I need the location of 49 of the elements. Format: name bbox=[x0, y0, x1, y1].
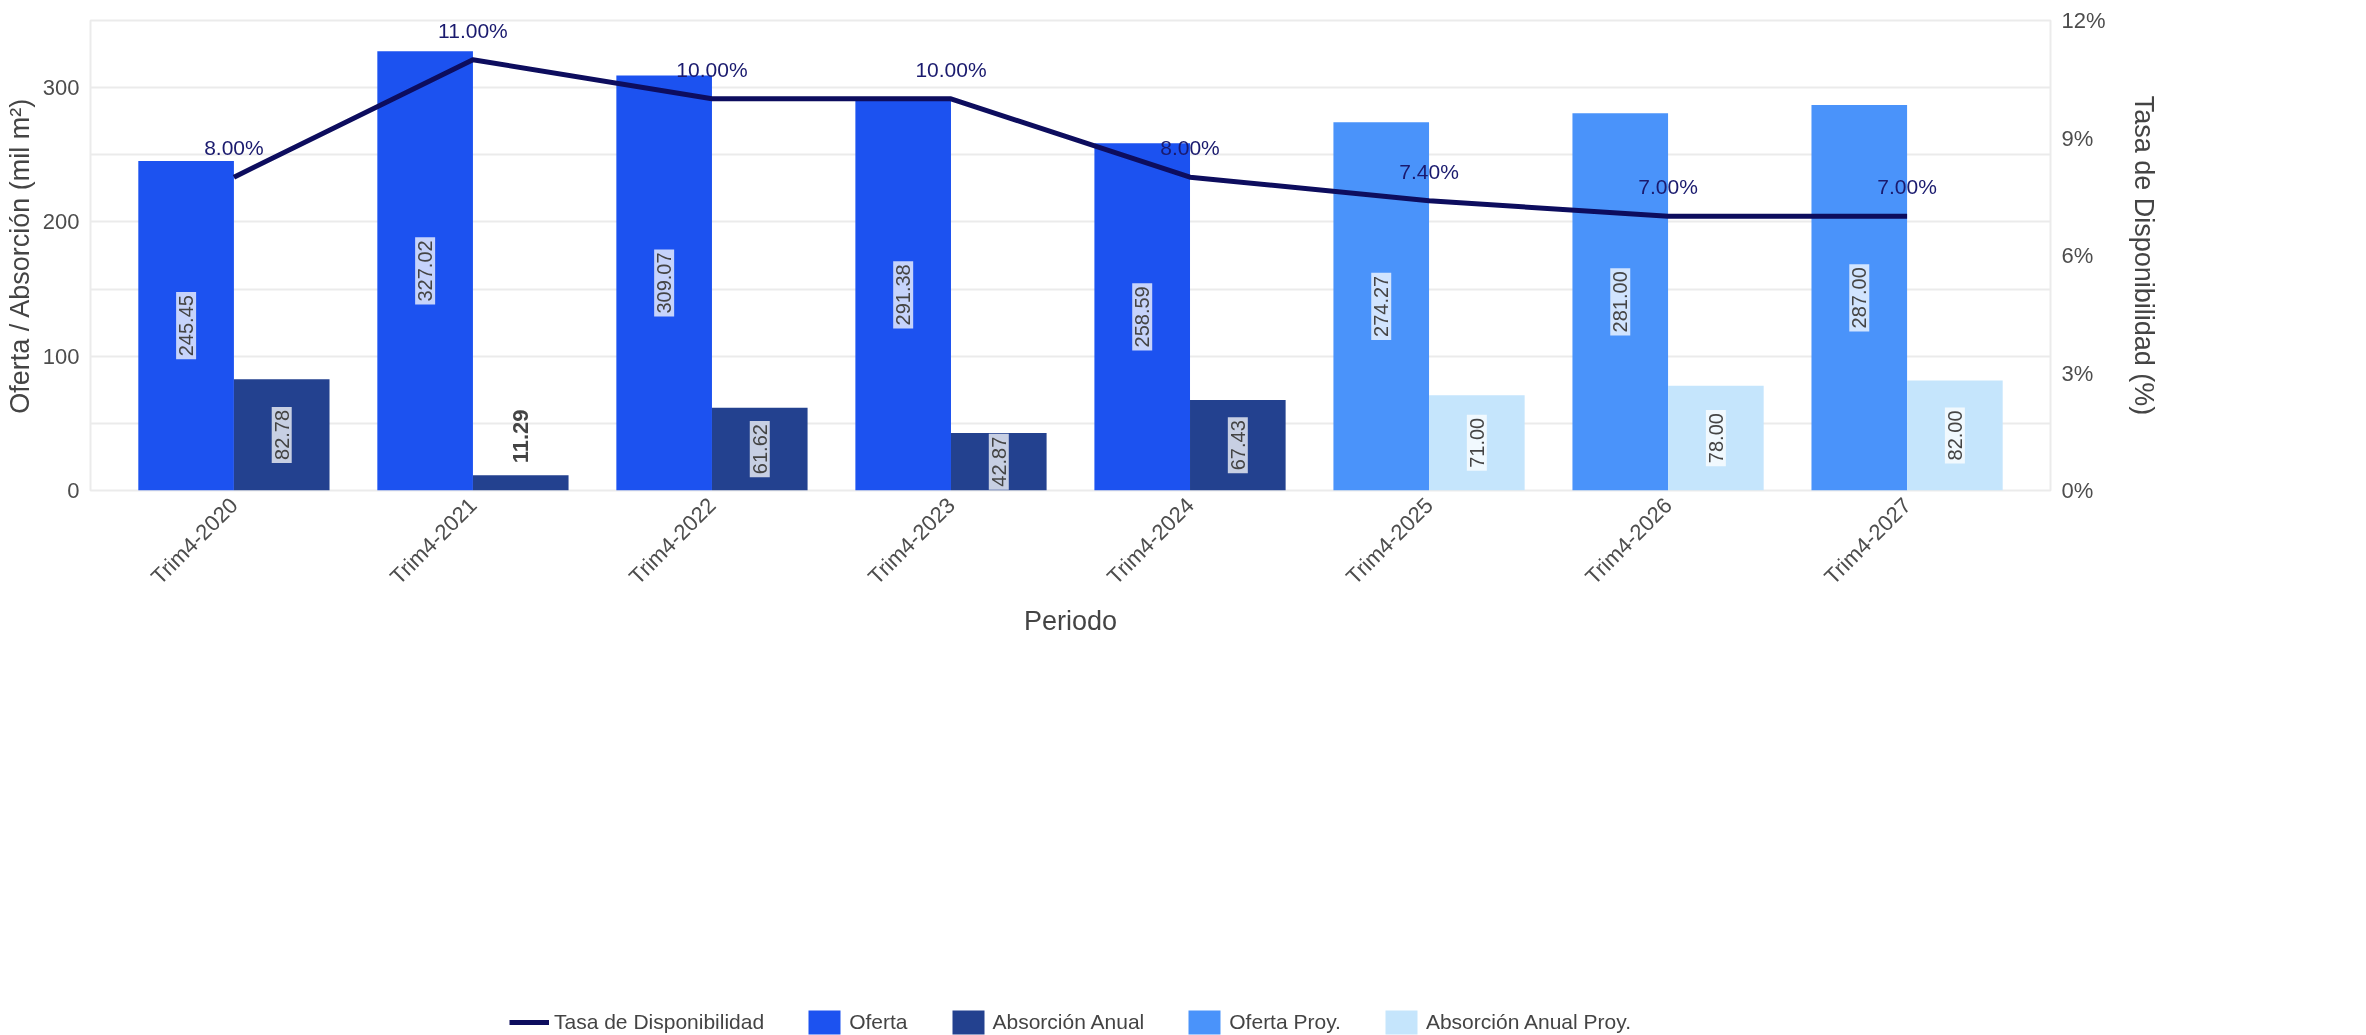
bar bbox=[233, 379, 330, 491]
data-label: 245.45 bbox=[175, 295, 198, 357]
data-label: 7.40% bbox=[1399, 159, 1459, 183]
data-label: 71.00 bbox=[1465, 417, 1488, 468]
y2-tick-label: 6% bbox=[2061, 243, 2094, 268]
data-label: 78.00 bbox=[1704, 413, 1727, 464]
y-tick-label: 200 bbox=[42, 209, 80, 235]
bar bbox=[1907, 380, 2003, 491]
legend-label: Oferta Proy. bbox=[1229, 1009, 1341, 1034]
data-label: 327.02 bbox=[414, 240, 437, 302]
y2-tick-label: 12% bbox=[2061, 8, 2106, 33]
legend-label: Tasa de Disponibilidad bbox=[554, 1009, 765, 1034]
data-label: 281.00 bbox=[1609, 271, 1632, 333]
y2-axis-title: Tasa de Disponibilidad (%) bbox=[2128, 95, 2159, 416]
data-label: 8.00% bbox=[1160, 136, 1220, 160]
data-label: 309.07 bbox=[653, 252, 676, 314]
data-label: 10.00% bbox=[676, 57, 748, 81]
bar bbox=[1668, 385, 1764, 491]
data-label: 11.00% bbox=[438, 18, 508, 42]
y-tick-label: 0 bbox=[67, 478, 80, 503]
bar bbox=[138, 160, 234, 491]
legend-label: Oferta bbox=[849, 1009, 908, 1034]
bar bbox=[1190, 399, 1286, 491]
data-label: 291.38 bbox=[892, 264, 915, 326]
data-label: 82.78 bbox=[270, 409, 293, 460]
y-tick-label: 300 bbox=[42, 75, 80, 101]
bar bbox=[472, 475, 569, 491]
data-label: 10.00% bbox=[915, 57, 987, 81]
bar bbox=[377, 51, 473, 491]
bar bbox=[616, 75, 712, 491]
data-label: 61.62 bbox=[748, 424, 771, 475]
data-label: 258.59 bbox=[1131, 286, 1154, 348]
y2-tick-label: 0% bbox=[2061, 478, 2094, 503]
y2-tick-label: 3% bbox=[2061, 360, 2094, 386]
legend-label: Absorción Anual Proy. bbox=[1425, 1009, 1631, 1034]
data-label: 11.29 bbox=[508, 409, 534, 464]
data-label: 67.43 bbox=[1226, 420, 1249, 471]
data-label: 287.00 bbox=[1848, 267, 1871, 329]
y2-tick-label: 9% bbox=[2061, 125, 2094, 151]
y-axis-title: Oferta / Absorción (mil m²) bbox=[4, 98, 35, 414]
bar bbox=[1429, 395, 1525, 491]
legend-label: Absorción Anual bbox=[992, 1009, 1145, 1034]
bar bbox=[855, 99, 951, 491]
data-label: 82.00 bbox=[1943, 410, 1966, 461]
data-label: 42.87 bbox=[987, 436, 1010, 487]
data-label: 274.27 bbox=[1370, 275, 1393, 337]
data-label: 8.00% bbox=[204, 136, 264, 160]
y-tick-label: 100 bbox=[42, 343, 80, 369]
x-axis-title: Periodo bbox=[1023, 606, 1118, 637]
